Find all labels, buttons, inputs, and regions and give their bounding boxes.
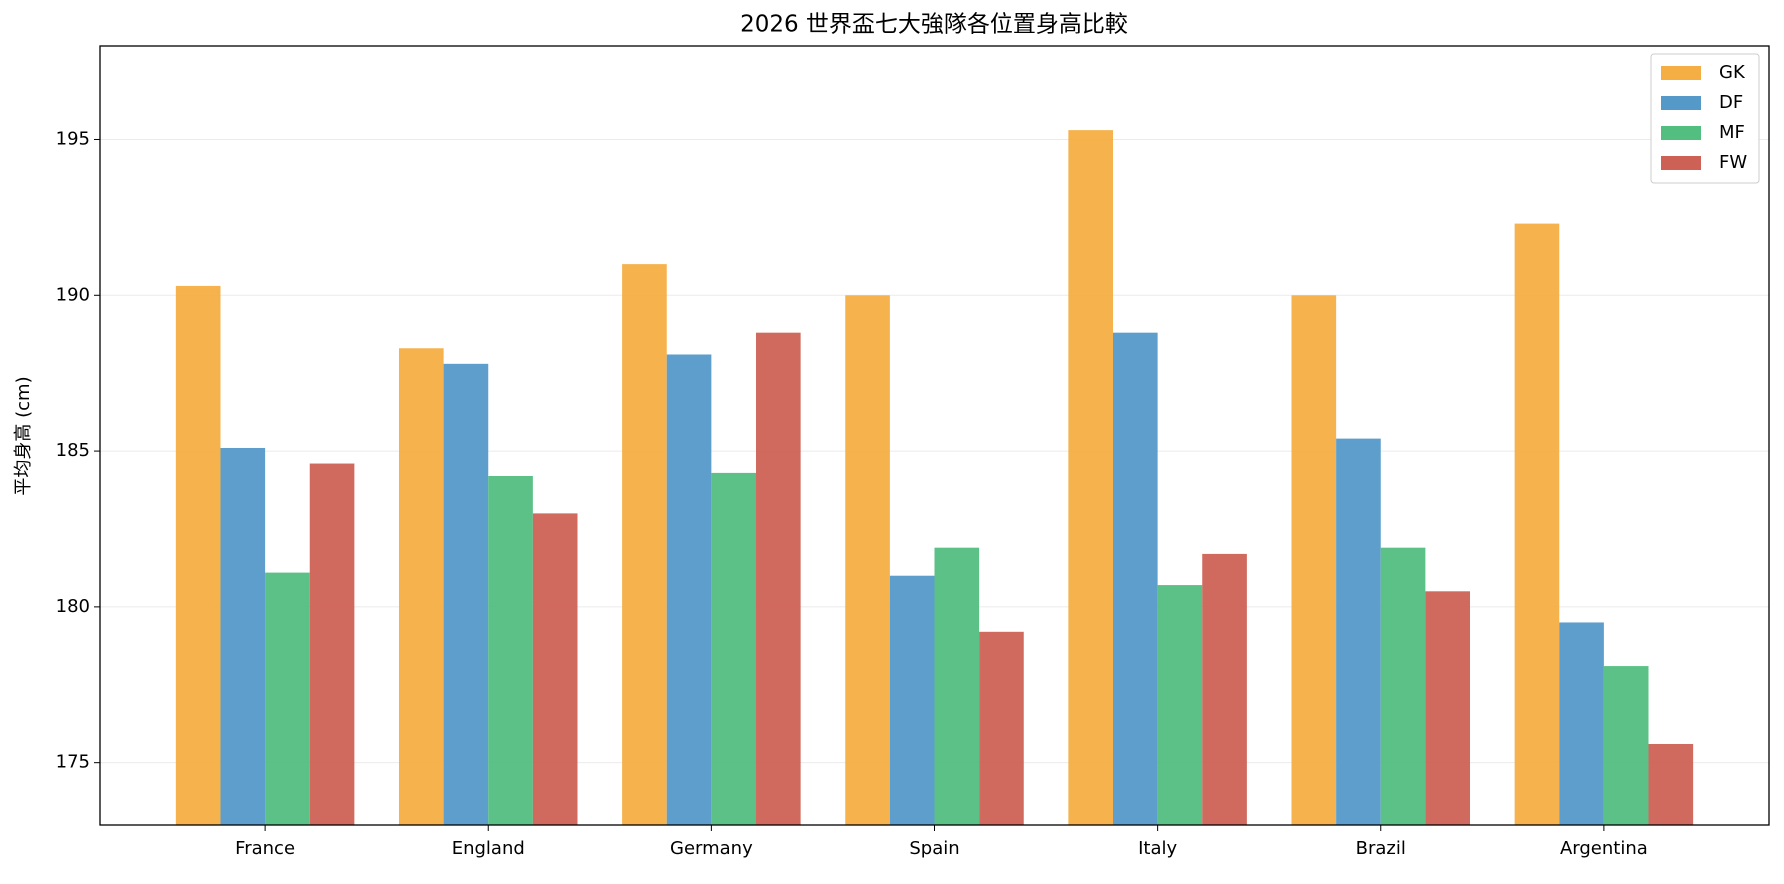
x-tick-label: Italy bbox=[1138, 838, 1177, 859]
bar bbox=[934, 547, 980, 825]
bar bbox=[398, 348, 444, 825]
bar bbox=[979, 631, 1024, 825]
y-tick-label: 180 bbox=[56, 596, 90, 617]
bar bbox=[1291, 295, 1337, 825]
bar bbox=[175, 285, 221, 825]
y-tick-label: 175 bbox=[56, 752, 90, 773]
legend-label: DF bbox=[1719, 92, 1743, 113]
bar bbox=[666, 354, 712, 825]
bars bbox=[175, 130, 1694, 825]
plot-frame bbox=[99, 45, 1770, 826]
bar bbox=[265, 572, 310, 825]
x-tick-label: France bbox=[235, 838, 295, 859]
bar bbox=[1425, 591, 1471, 825]
bar bbox=[1559, 622, 1604, 825]
x-tick-label: England bbox=[452, 838, 525, 859]
bar bbox=[1648, 743, 1694, 825]
legend-swatch bbox=[1661, 126, 1701, 140]
bar bbox=[220, 447, 266, 825]
y-tick-label: 190 bbox=[56, 284, 90, 305]
x-tick-label: Brazil bbox=[1356, 838, 1406, 859]
y-tick-label: 185 bbox=[56, 440, 90, 461]
bar bbox=[711, 472, 756, 825]
x-tick-label: Spain bbox=[909, 838, 959, 859]
bar bbox=[443, 363, 489, 825]
bar bbox=[1202, 553, 1247, 825]
bar bbox=[1113, 332, 1158, 825]
legend-label: FW bbox=[1719, 152, 1747, 173]
y-tick-label: 195 bbox=[56, 128, 90, 149]
legend-label: MF bbox=[1719, 122, 1745, 143]
bar bbox=[309, 463, 355, 825]
legend-swatch bbox=[1661, 96, 1701, 110]
legend-swatch bbox=[1661, 66, 1701, 80]
bar bbox=[1514, 223, 1560, 825]
bar bbox=[622, 264, 667, 825]
bar bbox=[755, 332, 801, 825]
x-tick-label: Argentina bbox=[1560, 838, 1648, 859]
bar bbox=[488, 476, 533, 825]
legend-swatch bbox=[1661, 156, 1701, 170]
bar bbox=[1157, 585, 1203, 825]
bar bbox=[532, 513, 578, 825]
bar bbox=[1380, 547, 1426, 825]
y-axis-label: 平均身高 (cm) bbox=[13, 376, 34, 495]
bar bbox=[889, 575, 935, 825]
bar bbox=[1068, 130, 1114, 825]
legend-box bbox=[1650, 53, 1760, 184]
bar bbox=[845, 295, 890, 825]
bar bbox=[1603, 666, 1649, 825]
chart-title: 2026 世界盃七大強隊各位置身高比較 bbox=[740, 12, 1128, 38]
legend-label: GK bbox=[1719, 62, 1746, 83]
bar bbox=[1336, 438, 1381, 825]
x-tick-label: Germany bbox=[670, 838, 753, 859]
